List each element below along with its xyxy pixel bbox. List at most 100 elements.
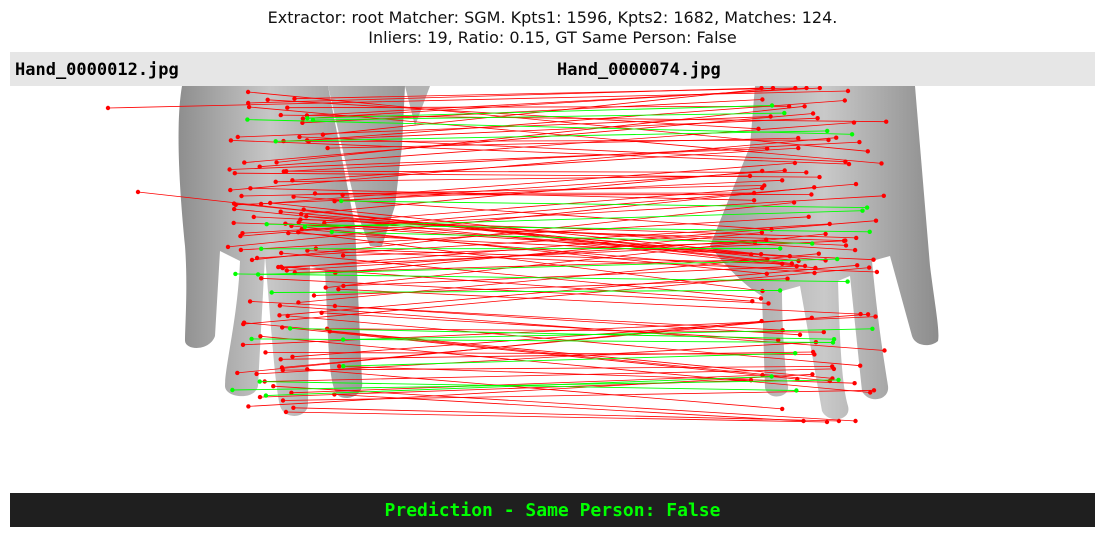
keypoint <box>292 96 297 101</box>
keypoint <box>312 191 318 196</box>
keypoint <box>278 209 283 214</box>
keypoint <box>299 211 304 217</box>
match-line <box>288 232 874 261</box>
keypoint <box>274 160 279 165</box>
prediction-text: Prediction - Same Person: False <box>384 500 721 521</box>
keypoint <box>327 329 332 334</box>
keypoint <box>865 149 870 154</box>
keypoint <box>291 194 296 199</box>
title-line-1: Extractor: root Matcher: SGM. Kpts1: 159… <box>267 8 838 27</box>
keypoint <box>855 263 860 268</box>
match-line <box>338 288 861 315</box>
match-line <box>259 122 855 168</box>
keypoint <box>867 265 872 270</box>
match-line <box>282 220 877 269</box>
keypoint <box>280 398 286 403</box>
keypoint <box>322 220 327 226</box>
match-line <box>334 305 801 336</box>
keypoint <box>780 178 785 183</box>
keypoint <box>804 86 809 91</box>
keypoint <box>232 206 237 212</box>
keypoint <box>868 390 873 395</box>
keypoint <box>817 86 822 91</box>
keypoint <box>233 271 238 277</box>
keypoint <box>279 250 284 256</box>
keypoint <box>858 363 863 368</box>
match-line <box>341 200 868 209</box>
keypoint <box>810 241 815 246</box>
keypoint <box>827 378 832 384</box>
match-line <box>251 338 834 343</box>
match-line <box>282 389 875 401</box>
keypoint <box>831 337 837 342</box>
keypoint <box>254 371 259 377</box>
keypoint <box>287 326 293 331</box>
keypoint <box>279 365 285 370</box>
keypoint <box>259 246 264 251</box>
match-line <box>235 273 848 283</box>
keypoint <box>249 336 254 342</box>
keypoint <box>785 276 790 281</box>
keypoint <box>285 105 290 110</box>
keypoint <box>271 384 276 389</box>
keypoint <box>865 312 871 317</box>
match-line <box>312 112 785 121</box>
keypoint <box>792 160 798 166</box>
keypoint <box>801 418 806 424</box>
keypoint <box>881 193 886 198</box>
keypoint <box>823 231 828 237</box>
match-line <box>302 87 807 119</box>
keypoint <box>257 394 263 400</box>
match-line <box>313 278 788 296</box>
keypoint <box>776 337 781 343</box>
keypoint <box>232 171 237 176</box>
keypoint <box>298 217 303 222</box>
keypoint <box>235 370 240 376</box>
keypoint <box>264 222 269 227</box>
keypoint <box>296 300 301 305</box>
keypoint <box>290 354 295 359</box>
keypoint <box>245 89 251 95</box>
keypoint <box>278 357 283 362</box>
match-line <box>307 368 783 410</box>
match-line <box>278 240 845 268</box>
match-line <box>265 376 772 397</box>
keypoint <box>778 246 783 251</box>
keypoint <box>843 238 848 243</box>
match-line <box>275 175 751 183</box>
keypoint <box>258 201 264 207</box>
keypoint <box>242 160 247 165</box>
keypoint <box>257 379 262 384</box>
keypoint <box>292 270 297 275</box>
match-line <box>281 266 753 302</box>
match-line <box>331 231 813 245</box>
keypoint <box>336 287 341 292</box>
keypoint <box>867 229 872 234</box>
keypoint <box>277 303 283 308</box>
keypoint <box>228 138 234 143</box>
match-line <box>250 187 755 201</box>
keypoint <box>756 126 761 131</box>
keypoint <box>263 393 269 398</box>
keypoint <box>246 100 251 106</box>
keypoint <box>301 207 306 212</box>
keypoint <box>852 381 857 386</box>
keypoint <box>339 198 344 204</box>
keypoint <box>299 226 304 232</box>
keypoint <box>870 326 875 331</box>
keypoint <box>849 132 855 137</box>
keypoint <box>812 352 817 357</box>
match-line <box>335 232 762 274</box>
keypoint <box>323 285 328 290</box>
keypoint <box>815 116 820 121</box>
keypoint <box>786 104 792 109</box>
match-line <box>261 162 795 205</box>
keypoint <box>760 288 765 294</box>
match-line <box>247 119 853 135</box>
match-line <box>292 147 799 181</box>
keypoint <box>821 329 826 335</box>
keypoint <box>227 167 232 172</box>
keypoint <box>762 183 767 188</box>
match-line <box>270 202 762 255</box>
match-line <box>298 222 790 257</box>
